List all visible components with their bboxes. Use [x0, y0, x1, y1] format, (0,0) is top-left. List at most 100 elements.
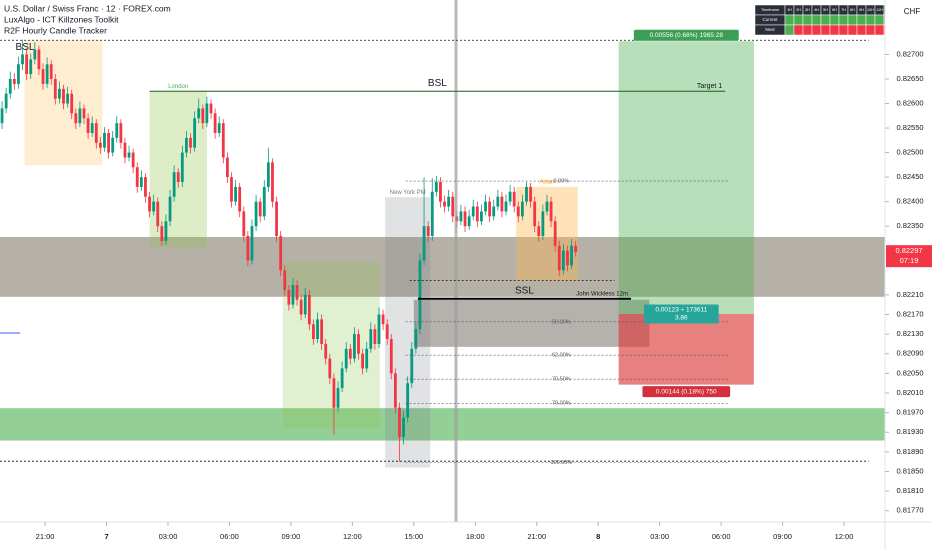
- candle-body: [508, 191, 512, 202]
- x-tick-label: 09:00: [282, 532, 301, 541]
- x-tick-label: 03:00: [650, 532, 669, 541]
- symbol-title: U.S. Dollar / Swiss Franc · 12 · FOREX.c…: [4, 3, 171, 13]
- candle-body: [500, 196, 504, 212]
- candle-body: [357, 334, 360, 354]
- candle-body: [271, 162, 274, 202]
- candle-body: [180, 152, 184, 183]
- candle-body: [324, 343, 328, 359]
- x-tick-label: 18:00: [466, 532, 485, 541]
- candle-body: [275, 201, 278, 236]
- candle-body: [299, 299, 303, 315]
- candle-body: [303, 294, 307, 315]
- y-tick-label: 0.82130: [896, 329, 923, 338]
- candle-body: [12, 78, 16, 84]
- level-note: Target 1: [697, 83, 722, 90]
- candle-body: [205, 103, 209, 124]
- candle-body: [74, 113, 78, 124]
- candle-body: [230, 177, 233, 202]
- candle-body: [353, 334, 356, 359]
- candle-body: [504, 201, 508, 212]
- table-cell: [874, 24, 885, 36]
- candle-body: [156, 201, 160, 227]
- candle-body: [266, 162, 270, 187]
- position-target-label: 0.00556 (0.68%) 1965.28: [650, 32, 724, 39]
- candle-body: [160, 226, 164, 241]
- table-cell: [793, 14, 804, 26]
- price-axis: [885, 0, 932, 550]
- candle-body: [66, 93, 70, 104]
- candle-body: [537, 226, 541, 236]
- candle-body: [492, 206, 496, 217]
- y-tick-label: 0.82350: [896, 221, 923, 230]
- table-header: 7H: [841, 8, 846, 12]
- y-tick-label: 0.82090: [896, 349, 923, 358]
- position-target-zone: [618, 41, 754, 314]
- candle-body: [553, 221, 557, 246]
- plot-area: [0, 39, 885, 468]
- table-cell: [802, 14, 813, 26]
- candle-body: [451, 196, 455, 217]
- y-tick-label: 0.82450: [896, 172, 923, 181]
- position-target-label-box: [633, 29, 739, 41]
- candle-body: [410, 348, 414, 384]
- table-cell: [847, 24, 858, 36]
- candle-body: [389, 339, 393, 374]
- axes: 0.82700 0.82650 0.82600 0.82550 0.82500 0.824…: [36, 49, 932, 541]
- x-tick-label: 06:00: [712, 532, 731, 541]
- position-stop-zone: [618, 313, 754, 385]
- candle-body: [348, 348, 352, 359]
- y-tick-label: 0.81930: [896, 427, 923, 436]
- candle-body: [103, 132, 106, 148]
- table-cell: [856, 14, 867, 26]
- candle-body: [393, 373, 397, 408]
- y-tick-label: 0.82210: [896, 290, 923, 299]
- candle-body: [176, 172, 180, 183]
- zone: [0, 236, 885, 297]
- table-header: 3H: [805, 8, 810, 12]
- candle-body: [361, 353, 365, 369]
- candle-body: [467, 216, 471, 227]
- y-tick-label: 0.81770: [896, 506, 923, 515]
- level-label: BSL: [16, 42, 35, 53]
- table-header: 5H: [823, 8, 828, 12]
- table-cell: [784, 24, 795, 36]
- table-cell: [874, 14, 885, 26]
- x-tick-label: 15:00: [404, 532, 423, 541]
- candle-body: [279, 235, 283, 271]
- table-header: 6H: [832, 8, 837, 12]
- candle-body: [545, 201, 549, 212]
- table-header: 11H: [876, 8, 883, 12]
- candle-body: [570, 245, 573, 266]
- countdown: 07:19: [900, 256, 919, 265]
- candle-body: [525, 186, 528, 202]
- candle-body: [316, 319, 319, 340]
- y-tick-label: 0.82170: [896, 309, 923, 318]
- fib-label: 100.00%: [550, 460, 572, 466]
- candle-body: [164, 221, 168, 241]
- table-cell: [820, 24, 831, 36]
- candle-body: [414, 329, 418, 349]
- y-tick-label: 0.82500: [896, 148, 923, 157]
- x-tick-label: 12:00: [343, 532, 362, 541]
- currency-label: CHF: [904, 7, 921, 16]
- candle-body: [135, 167, 139, 187]
- y-tick-label: 0.81850: [896, 466, 923, 475]
- table-cell: [865, 14, 876, 26]
- candle-body: [193, 118, 197, 148]
- candle-body: [332, 378, 336, 408]
- candle-body: [94, 123, 98, 143]
- candle-body: [82, 108, 86, 119]
- candle-body: [443, 201, 446, 207]
- x-tick-label: 7: [104, 532, 108, 541]
- candle-body: [119, 123, 123, 143]
- indicator-name: R2F Hourly Candle Tracker: [4, 25, 107, 35]
- candle-body: [369, 329, 373, 349]
- candle-body: [209, 103, 213, 114]
- candle-body: [471, 206, 475, 217]
- zone: [413, 299, 650, 347]
- candle-body: [287, 289, 291, 305]
- candle-body: [58, 88, 61, 99]
- candle-body: [234, 186, 237, 202]
- candle-body: [566, 250, 569, 266]
- candle-body: [78, 108, 82, 124]
